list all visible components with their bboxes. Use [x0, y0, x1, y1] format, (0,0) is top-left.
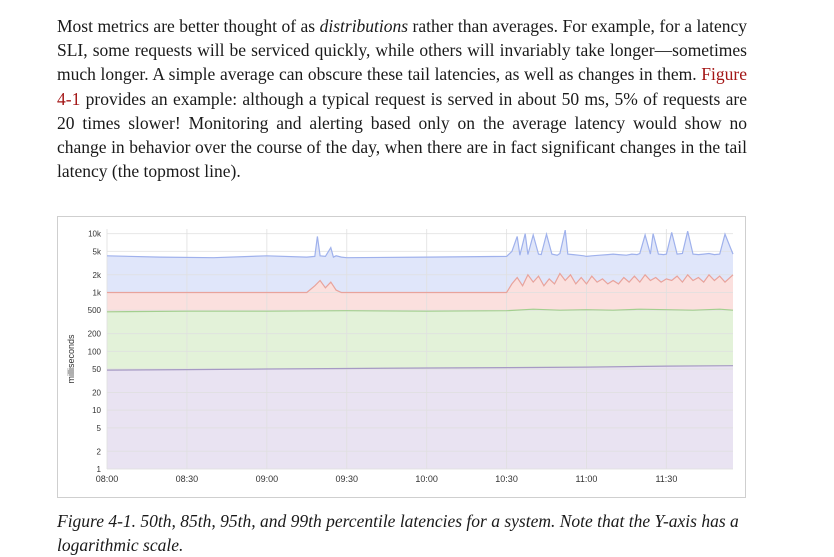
- y-tick-label: 5: [97, 424, 102, 433]
- y-axis-label: milliseconds: [66, 334, 76, 384]
- x-tick-label: 10:30: [495, 474, 518, 484]
- x-tick-label: 09:00: [256, 474, 279, 484]
- body-text-3: provides an example: although a typical …: [57, 88, 747, 182]
- y-tick-label: 10k: [88, 230, 102, 239]
- x-tick-label: 08:30: [176, 474, 199, 484]
- y-tick-label: 100: [88, 347, 102, 356]
- body-text-emphasis: distributions: [319, 16, 409, 36]
- x-tick-label: 11:00: [576, 474, 598, 484]
- series-line-p99: [106, 229, 734, 259]
- y-tick-label: 2k: [93, 271, 102, 280]
- y-tick-label: 1k: [93, 288, 102, 297]
- y-tick-label: 10: [92, 406, 101, 415]
- y-tick-label: 20: [92, 388, 101, 397]
- y-tick-label: 5k: [93, 247, 102, 256]
- x-tick-label: 11:30: [655, 474, 677, 484]
- latency-chart: 1 2 5 10 20 50 100 200 500 1k 2k 5k 10k 08:00 08:30 09:…: [66, 229, 734, 484]
- figure-frame: 1 2 5 10 20 50 100 200 500 1k 2k 5k 10k 08:00 08:30 09:…: [57, 216, 746, 498]
- y-tick-label: 500: [88, 306, 102, 315]
- figure-reference-link[interactable]: Figure 4-1: [57, 64, 747, 109]
- y-tick-label: 2: [97, 447, 102, 456]
- body-text-1: Most metrics are better thought of as: [57, 16, 320, 36]
- x-tick-label: 08:00: [96, 474, 119, 484]
- y-tick-label: 200: [88, 330, 102, 339]
- y-tick-label: 1: [97, 465, 102, 474]
- series-line-p95: [107, 272, 734, 294]
- body-text-2: rather than averages. For example, for a…: [57, 16, 747, 85]
- series-line-p50: [106, 365, 734, 371]
- body-paragraph: Most metrics are better thought of as di…: [57, 14, 747, 183]
- figure-caption: Figure 4-1. 50th, 85th, 95th, and 99th p…: [57, 511, 739, 555]
- band-p50: [107, 365, 733, 469]
- series-line-p85: [106, 308, 734, 313]
- y-tick-label: 50: [92, 365, 101, 374]
- x-tick-label: 10:00: [415, 474, 438, 484]
- x-tick-label: 09:30: [335, 474, 358, 484]
